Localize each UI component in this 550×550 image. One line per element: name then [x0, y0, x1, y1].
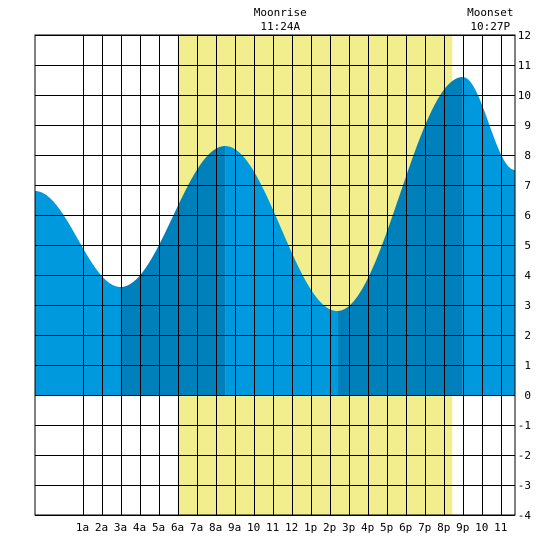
annotation-time: 10:27P: [470, 20, 510, 33]
annotation-time: 11:24A: [260, 20, 300, 33]
x-tick-label: 5a: [152, 521, 165, 534]
y-tick-label: 5: [524, 239, 531, 252]
x-tick-label: 12: [285, 521, 298, 534]
x-tick-label: 2a: [95, 521, 108, 534]
x-tick-label: 11: [266, 521, 279, 534]
x-tick-label: 11: [494, 521, 507, 534]
y-tick-label: 7: [524, 179, 531, 192]
x-tick-label: 4p: [361, 521, 374, 534]
y-tick-label: -1: [518, 419, 531, 432]
x-tick-label: 1p: [304, 521, 317, 534]
y-tick-label: -2: [518, 449, 531, 462]
y-tick-label: 8: [524, 149, 531, 162]
y-tick-label: 9: [524, 119, 531, 132]
x-tick-label: 6p: [399, 521, 412, 534]
y-tick-label: -3: [518, 479, 531, 492]
y-tick-label: 2: [524, 329, 531, 342]
y-tick-label: 1: [524, 359, 531, 372]
x-tick-label: 7a: [190, 521, 203, 534]
y-tick-label: 10: [518, 89, 531, 102]
tide-segment: [225, 146, 338, 395]
annotation-title: Moonset: [467, 6, 513, 19]
grid: [34, 34, 516, 516]
x-tick-label: 7p: [418, 521, 431, 534]
x-axis-tick-labels: 1a 2a 3a 4a 5a 6a 7a 8a 9a 10 11 12 1p 2p 3p 4p 5p 6p 7p 8p…: [76, 521, 507, 534]
x-tick-label: 3p: [342, 521, 355, 534]
x-tick-label: 9p: [456, 521, 469, 534]
x-tick-label: 10: [475, 521, 488, 534]
y-tick-label: 11: [518, 59, 531, 72]
y-tick-label: 6: [524, 209, 531, 222]
x-tick-label: 1a: [76, 521, 89, 534]
tide-segment: [35, 191, 121, 395]
x-tick-label: 10: [247, 521, 260, 534]
y-tick-label: 4: [524, 269, 531, 282]
x-tick-label: 5p: [380, 521, 393, 534]
annotation-title: Moonrise: [254, 6, 307, 19]
x-tick-label: 8p: [437, 521, 450, 534]
x-tick-label: 8a: [209, 521, 222, 534]
x-tick-label: 3a: [114, 521, 127, 534]
y-tick-label: 0: [524, 389, 531, 402]
tide-segment: [120, 146, 226, 395]
x-tick-label: 6a: [171, 521, 184, 534]
x-tick-label: 4a: [133, 521, 146, 534]
x-tick-label: 2p: [323, 521, 336, 534]
y-tick-label: 12: [518, 29, 531, 42]
x-tick-label: 9a: [228, 521, 241, 534]
y-tick-label: -4: [518, 509, 532, 522]
y-tick-label: 3: [524, 299, 531, 312]
